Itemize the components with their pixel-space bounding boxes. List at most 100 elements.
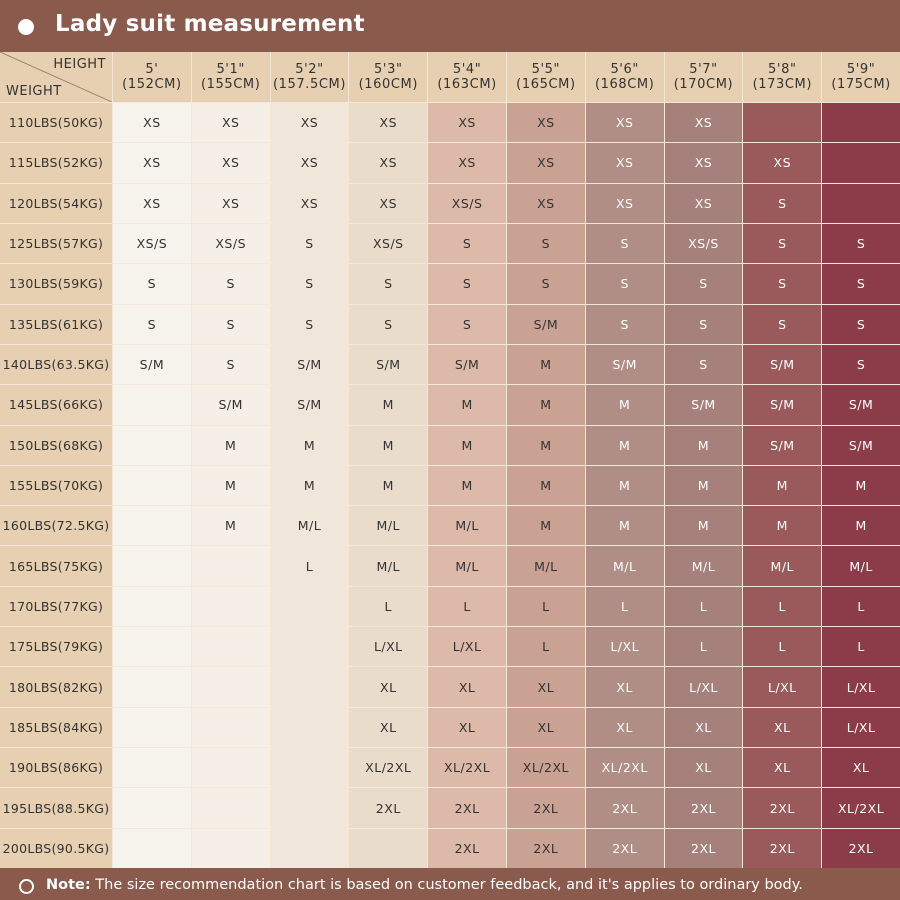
column-header: 5'4" (163CM): [428, 52, 506, 102]
row-header-weight: 200LBS(90.5KG): [0, 828, 112, 868]
height-feet: 5'8": [768, 62, 797, 77]
size-cell: [270, 586, 349, 627]
size-cell: [191, 788, 270, 828]
size-cell: S: [585, 264, 664, 304]
size-cell: [191, 748, 270, 788]
size-cell: S: [822, 223, 900, 264]
size-cell: XL/2XL: [507, 748, 585, 788]
circle-outline-icon: [19, 879, 34, 894]
size-cell: M/L: [349, 506, 428, 546]
footer-note: Note: The size recommendation chart is b…: [46, 877, 803, 893]
size-cell: M: [428, 425, 506, 465]
row-header-weight: 190LBS(86KG): [0, 748, 112, 788]
size-cell: [270, 667, 349, 707]
height-cm: (157.5CM): [272, 77, 347, 92]
size-cell: S/M: [822, 425, 900, 465]
size-cell: [113, 788, 191, 828]
size-cell: S: [191, 344, 270, 385]
size-cell: S/M: [743, 425, 822, 465]
size-cell: L: [743, 586, 822, 627]
size-cell: XS: [191, 143, 270, 183]
column-header: 5'9" (175CM): [822, 52, 900, 102]
size-cell: XS: [664, 143, 743, 183]
size-cell: XS: [113, 143, 191, 183]
size-cell: [349, 828, 428, 868]
row-header-weight: 140LBS(63.5KG): [0, 344, 112, 385]
size-cell: XL: [585, 707, 664, 748]
size-cell: M: [507, 465, 585, 506]
size-cell: XS: [585, 183, 664, 223]
size-cell: 2XL: [743, 828, 822, 868]
row-header-weight: 160LBS(72.5KG): [0, 506, 112, 546]
size-cell: L/XL: [428, 627, 506, 667]
height-cm: (170CM): [673, 77, 734, 92]
size-cell: XS: [507, 183, 585, 223]
size-cell: [113, 546, 191, 586]
size-cell: XS: [270, 103, 349, 143]
size-cell: XL/2XL: [428, 748, 506, 788]
size-cell: S/M: [743, 344, 822, 385]
size-cell: [270, 788, 349, 828]
height-cm: (173CM): [752, 77, 813, 92]
size-cell: S: [743, 304, 822, 344]
page-title: Lady suit measurement: [55, 11, 365, 37]
size-cell: [191, 586, 270, 627]
size-cell: XS: [507, 103, 585, 143]
size-cell: XS: [349, 183, 428, 223]
size-cell: M: [822, 506, 900, 546]
size-cell: 2XL: [507, 828, 585, 868]
height-feet: 5'5": [531, 62, 561, 77]
size-cell: L: [822, 627, 900, 667]
size-cell: [113, 465, 191, 506]
size-cell: XS: [270, 183, 349, 223]
size-cell: S: [585, 304, 664, 344]
size-cell: M/L: [349, 546, 428, 586]
row-header-weight: 115LBS(52KG): [0, 143, 112, 183]
size-cell: [113, 586, 191, 627]
bullet-dot-icon: [18, 19, 34, 35]
size-cell: M: [743, 506, 822, 546]
size-cell: XL/2XL: [822, 788, 900, 828]
size-cell: XS: [270, 143, 349, 183]
size-cell: L: [349, 586, 428, 627]
size-cell: S: [743, 183, 822, 223]
row-header-weight: 110LBS(50KG): [0, 103, 112, 143]
height-cm: (168CM): [594, 77, 655, 92]
size-cell: M/L: [507, 546, 585, 586]
size-cell: S: [428, 264, 506, 304]
size-cell: XS: [113, 103, 191, 143]
row-header-weight: 145LBS(66KG): [0, 385, 112, 425]
size-cell: M/L: [270, 506, 349, 546]
size-cell: S: [507, 223, 585, 264]
size-cell: S: [113, 304, 191, 344]
size-cell: S: [664, 344, 743, 385]
size-cell: XL: [349, 667, 428, 707]
size-cell: 2XL: [428, 788, 506, 828]
size-cell: [113, 627, 191, 667]
size-cell: [113, 667, 191, 707]
size-cell: [113, 707, 191, 748]
row-header-weight: 195LBS(88.5KG): [0, 788, 112, 828]
size-cell: [822, 183, 900, 223]
size-cell: S: [113, 264, 191, 304]
size-cell: [191, 546, 270, 586]
size-cell: [113, 385, 191, 425]
height-feet: 5'3": [374, 62, 403, 77]
height-feet: 5'1": [216, 62, 245, 77]
size-cell: M: [191, 465, 270, 506]
size-cell: XS: [585, 103, 664, 143]
size-cell: 2XL: [428, 828, 506, 868]
size-cell: S/M: [270, 385, 349, 425]
row-header-weight: 125LBS(57KG): [0, 223, 112, 264]
note-label: Note:: [46, 877, 91, 893]
size-cell: S/M: [585, 344, 664, 385]
size-cell: [270, 828, 349, 868]
size-cell: XS/S: [349, 223, 428, 264]
height-feet: 5'9": [846, 62, 876, 77]
size-cell: M/L: [743, 546, 822, 586]
size-cell: M: [349, 385, 428, 425]
row-header-weight: 180LBS(82KG): [0, 667, 112, 707]
size-cell: XS: [191, 103, 270, 143]
size-cell: M: [349, 425, 428, 465]
size-cell: 2XL: [743, 788, 822, 828]
